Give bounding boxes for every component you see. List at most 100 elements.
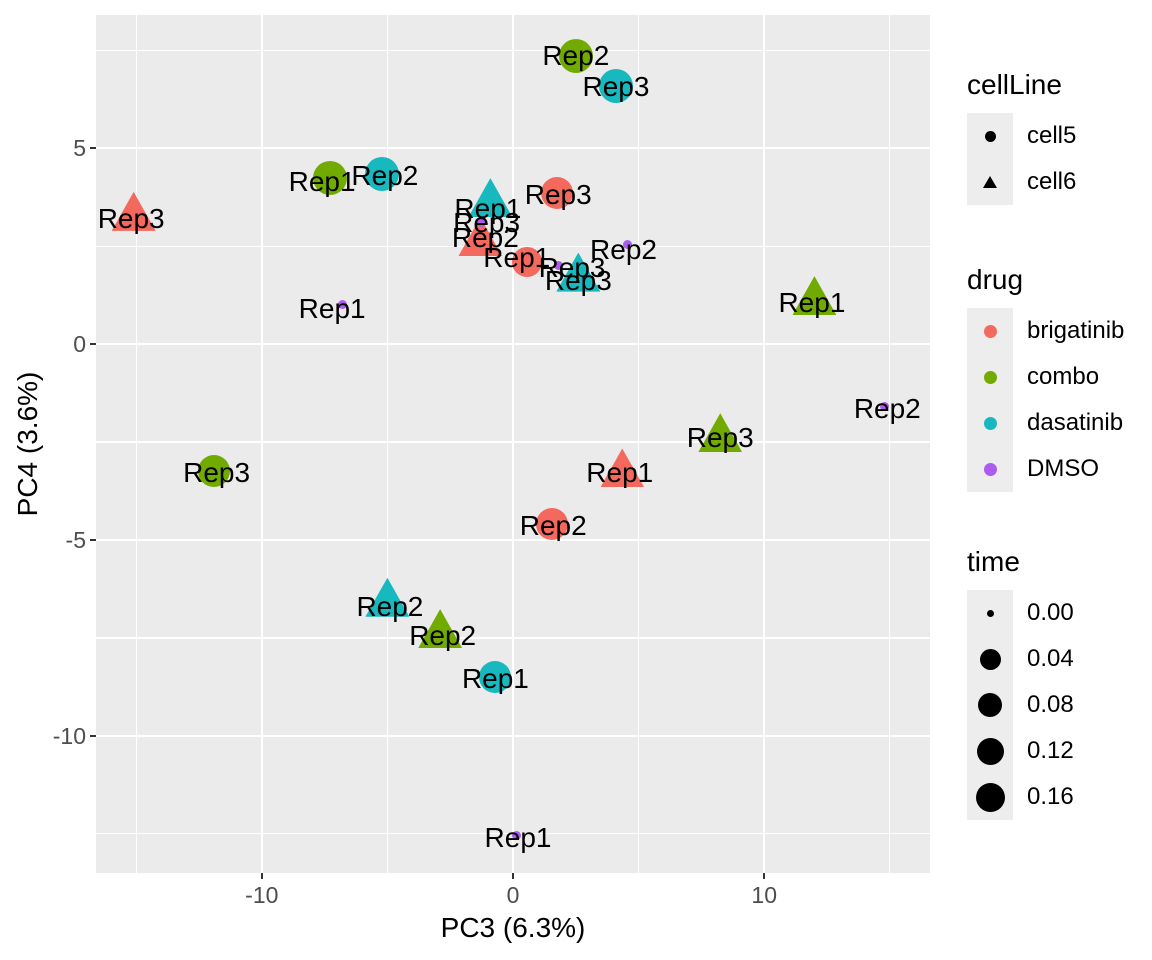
point-label: Rep1 — [454, 192, 522, 224]
point-marker-dot-DMSO — [512, 831, 522, 841]
gridline-major-vertical — [511, 15, 515, 873]
point-label: Rep1 — [484, 821, 552, 853]
point-label: Rep3 — [524, 179, 592, 211]
gridline-major-vertical — [762, 15, 766, 873]
legend-entry-cellline: cell6 — [967, 159, 1152, 205]
legend-entry-drug: DMSO — [967, 446, 1152, 492]
legend-entry-drug: brigatinib — [967, 308, 1152, 354]
drug-color-glyph — [983, 324, 997, 338]
point-label: Rep2 — [853, 392, 921, 424]
point-label: Rep2 — [356, 590, 424, 622]
point-marker-dot-DMSO — [337, 300, 347, 310]
x-axis-title: PC3 (6.3%) — [440, 912, 586, 943]
legend-entry-label: 0.00 — [1027, 599, 1074, 626]
y-axis-tickmark — [90, 343, 96, 346]
legend-cellline-entries: cell5 cell6 — [967, 113, 1152, 205]
legend-entry-time: 0.08 — [967, 682, 1152, 728]
legend-entry-label: 0.08 — [1027, 691, 1074, 718]
gridline-minor-vertical — [386, 15, 388, 873]
legend-key-drug — [967, 446, 1013, 492]
legend-time-title: time — [967, 546, 1020, 577]
gridline-major-horizontal — [96, 342, 930, 346]
time-size-glyph — [979, 648, 1001, 670]
legend-entry-label: 0.04 — [1027, 645, 1074, 672]
legend-entry-time: 0.04 — [967, 636, 1152, 682]
point-label: Rep2 — [519, 510, 587, 542]
point-label: Rep3 — [582, 71, 650, 103]
point-label: Rep3 — [538, 251, 606, 283]
point-label: Rep2 — [351, 159, 419, 191]
point-label: Rep3 — [686, 422, 754, 454]
legend-key-cellline — [967, 113, 1013, 159]
legend-entry-drug: combo — [967, 354, 1152, 400]
x-axis-tick-label: 10 — [751, 882, 777, 908]
drug-color-glyph — [983, 416, 997, 430]
legend-time: time 0.00 0.04 0.08 0.12 0.16 — [967, 548, 1152, 820]
legend-key-time — [967, 728, 1013, 774]
point-marker-dot-DMSO — [477, 218, 487, 228]
cell5-circle-glyph — [984, 130, 996, 142]
point-marker-dot-DMSO — [553, 261, 563, 271]
legend-entry-label: 0.12 — [1027, 737, 1074, 764]
point-marker-circle-combo — [558, 39, 593, 74]
time-size-glyph — [978, 693, 1002, 717]
legend-entry-time: 0.00 — [967, 590, 1152, 636]
legend-key-time — [967, 774, 1013, 820]
plot-panel: Rep2 Rep3 Rep1 Rep2 Rep3 Rep3 Rep1 Rep2 Rep1 Rep3… — [96, 15, 930, 873]
legend-cellline: cellLine cell5 cell6 — [967, 71, 1152, 205]
point-marker-dot-DMSO — [880, 402, 890, 412]
gridline-minor-vertical — [638, 15, 640, 873]
legend-key-cellline — [967, 159, 1013, 205]
point-label: Rep3 — [183, 457, 251, 489]
point-marker-circle-combo — [198, 455, 231, 488]
gridline-major-horizontal — [96, 146, 930, 150]
legend-drug-entries: brigatinib combo dasatinib DMSO — [967, 308, 1152, 492]
drug-color-glyph — [983, 462, 997, 476]
gridline-minor-vertical — [889, 15, 891, 873]
point-label: Rep1 — [288, 165, 356, 197]
gridline-major-horizontal — [96, 734, 930, 738]
gridline-major-horizontal — [96, 538, 930, 542]
y-axis-tick-label: -5 — [65, 526, 86, 553]
point-label: Rep3 — [453, 206, 521, 238]
legend-entry-time: 0.16 — [967, 774, 1152, 820]
point-label: Rep2 — [451, 222, 519, 254]
legend-time-entries: 0.00 0.04 0.08 0.12 0.16 — [967, 590, 1152, 820]
point-marker-circle-dasatinib — [365, 156, 400, 191]
legend-entry-label: DMSO — [1027, 455, 1099, 482]
gridline-minor-vertical — [135, 15, 137, 873]
legend-entry-cellline: cell5 — [967, 113, 1152, 159]
point-label: Rep2 — [590, 234, 657, 266]
point-label: Rep1 — [298, 292, 366, 324]
legend-key-drug — [967, 354, 1013, 400]
point-marker-circle-brigatinib — [535, 508, 568, 541]
x-axis-tickmark — [260, 873, 263, 879]
point-label: Rep3 — [97, 202, 165, 234]
point-label: Rep1 — [483, 241, 551, 273]
point-marker-circle-dasatinib — [598, 68, 633, 103]
time-size-glyph — [976, 737, 1004, 765]
point-label: Rep3 — [544, 265, 612, 297]
point-marker-circle-dasatinib — [479, 661, 512, 694]
legend-drug: drug brigatinib combo dasatinib DMSO — [967, 266, 1152, 492]
point-label: Rep1 — [778, 286, 846, 318]
y-axis-tickmark — [90, 734, 96, 737]
legend-entry-label: brigatinib — [1027, 317, 1125, 344]
gridline-major-vertical — [260, 15, 264, 873]
time-size-glyph — [975, 782, 1005, 812]
legend-key-time — [967, 636, 1013, 682]
legend-drug-title: drug — [967, 264, 1024, 295]
y-axis-tickmark — [90, 147, 96, 150]
y-axis-tick-label: 0 — [73, 331, 86, 358]
point-marker-dot-DMSO — [622, 239, 632, 249]
y-axis-title: PC4 (3.6%) — [12, 371, 43, 517]
legend-key-time — [967, 682, 1013, 728]
legend-entry-time: 0.12 — [967, 728, 1152, 774]
legend-key-drug — [967, 308, 1013, 354]
point-label: Rep2 — [542, 40, 610, 72]
y-axis-tick-label: -10 — [52, 722, 86, 749]
cell6-triangle-glyph — [983, 176, 997, 188]
legend-cellline-title: cellLine — [967, 69, 1062, 100]
legend-key-time — [967, 590, 1013, 636]
